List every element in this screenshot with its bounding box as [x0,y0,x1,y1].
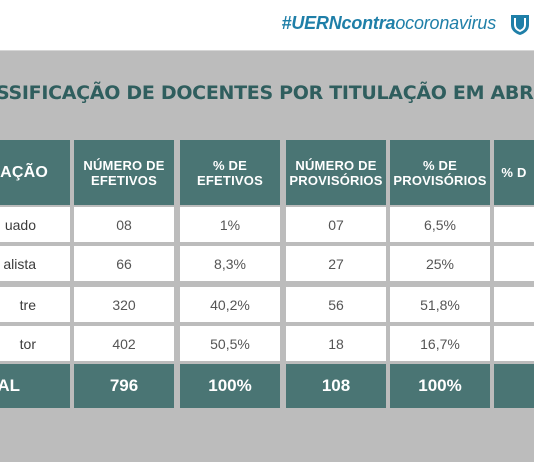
table-row-4-efetivos-num: 402 [74,326,174,361]
table-row-1-first-col: uado [0,207,70,242]
header-cell-efetivos-pct-text: % DE EFETIVOS [197,157,263,188]
total-row-provisorios-num: 108 [286,364,386,408]
table-row-4-first-col: tor [0,326,70,361]
table-row-3-partial-col [494,287,534,322]
header-cell-first-col: AÇÃO [0,140,70,205]
table-row-2-efetivos-pct: 8,3% [180,246,280,281]
table-row-1-efetivos-num: 08 [74,207,174,242]
table-row-2-first-col: alista [0,246,70,281]
table-row-2-efetivos-num-text: 66 [116,255,132,272]
table-row-4-first-col-text: tor [19,335,36,352]
table-row-2-provisorios-pct-text: 25% [425,255,455,272]
table-row-3-provisorios-pct: 51,8% [390,287,490,322]
header-cell-provisorios-num-text: NÚMERO DE PROVISÓRIOS [289,157,383,188]
table-row-4-efetivos-num-text: 402 [112,335,136,352]
table-row-2-efetivos-num: 66 [74,246,174,281]
header-cell-provisorios-pct-text: % DE PROVISÓRIOS [393,157,487,188]
header-cell-partial-col-text: % D [501,165,527,180]
table-row-1-first-col-text: uado [4,216,36,233]
table-row-1-partial-col [494,207,534,242]
total-row-efetivos-num-text: 796 [109,376,139,395]
header-cell-efetivos-num-text: NÚMERO DE EFETIVOS [83,157,165,188]
header-cell-first-col-text: AÇÃO [0,164,48,181]
table-row-1-efetivos-pct: 1% [180,207,280,242]
header-cell-provisorios-pct: % DE PROVISÓRIOS [390,140,490,205]
shield-logo-icon [511,15,529,35]
table-row-4-efetivos-pct-text: 50,5% [210,335,250,352]
header-cell-efetivos-num: NÚMERO DE EFETIVOS [74,140,174,205]
hashtag-text: #UERNcontraocoronavirus [281,13,497,34]
table-row-3-efetivos-num-text: 320 [112,296,136,313]
table-row-4-provisorios-num: 18 [286,326,386,361]
table-row-3-provisorios-num: 56 [286,287,386,322]
total-row-partial-col [494,364,534,408]
table-row-4-partial-col [494,326,534,361]
table-row-1-provisorios-num: 07 [286,207,386,242]
total-row-efetivos-num: 796 [74,364,174,408]
total-row-efetivos-pct: 100% [180,364,280,408]
table-row-4-efetivos-pct: 50,5% [180,326,280,361]
table-row-3-efetivos-num: 320 [74,287,174,322]
table-row-3-first-col: tre [0,287,70,322]
page-title: SSIFICAÇÃO DE DOCENTES POR TITULAÇÃO EM … [0,82,534,104]
table-row-1-provisorios-num-text: 07 [328,216,344,233]
table-row-3-efetivos-pct: 40,2% [180,287,280,322]
table-row-4-provisorios-pct: 16,7% [390,326,490,361]
table-row-3-provisorios-pct-text: 51,8% [420,296,460,313]
total-row-efetivos-pct-text: 100% [208,376,252,395]
header-cell-provisorios-num: NÚMERO DE PROVISÓRIOS [286,140,386,205]
table-row-2-first-col-text: alista [3,255,36,272]
table-row-1-efetivos-pct-text: 1% [219,216,241,233]
hashtag-part-2: ocoronavirus [395,13,496,33]
total-row-provisorios-pct: 100% [390,364,490,408]
table-row-3-first-col-text: tre [19,296,36,313]
header-cell-efetivos-pct: % DE EFETIVOS [180,140,280,205]
table-row-4-provisorios-num-text: 18 [328,335,344,352]
total-row-provisorios-pct-text: 100% [418,376,462,395]
table-row-1-efetivos-num-text: 08 [116,216,132,233]
total-row-first-col-text: TAL [0,376,20,395]
total-row-provisorios-num-text: 108 [321,376,351,395]
table-row-2-provisorios-pct: 25% [390,246,490,281]
top-banner: #UERNcontraocoronavirus [0,0,534,51]
table-row-1-provisorios-pct-text: 6,5% [424,216,456,233]
table-row-2-provisorios-num-text: 27 [328,255,344,272]
table-row-3-efetivos-pct-text: 40,2% [210,296,250,313]
header-cell-partial-col: % D [494,140,534,205]
hashtag-part-1: #UERNcontra [281,13,396,33]
table-row-4-provisorios-pct-text: 16,7% [420,335,460,352]
table-row-2-provisorios-num: 27 [286,246,386,281]
table-row-1-provisorios-pct: 6,5% [390,207,490,242]
total-row-first-col: TAL [0,364,70,408]
table-row-2-efetivos-pct-text: 8,3% [214,255,246,272]
table-row-3-provisorios-num-text: 56 [328,296,344,313]
table-row-2-partial-col [494,246,534,281]
